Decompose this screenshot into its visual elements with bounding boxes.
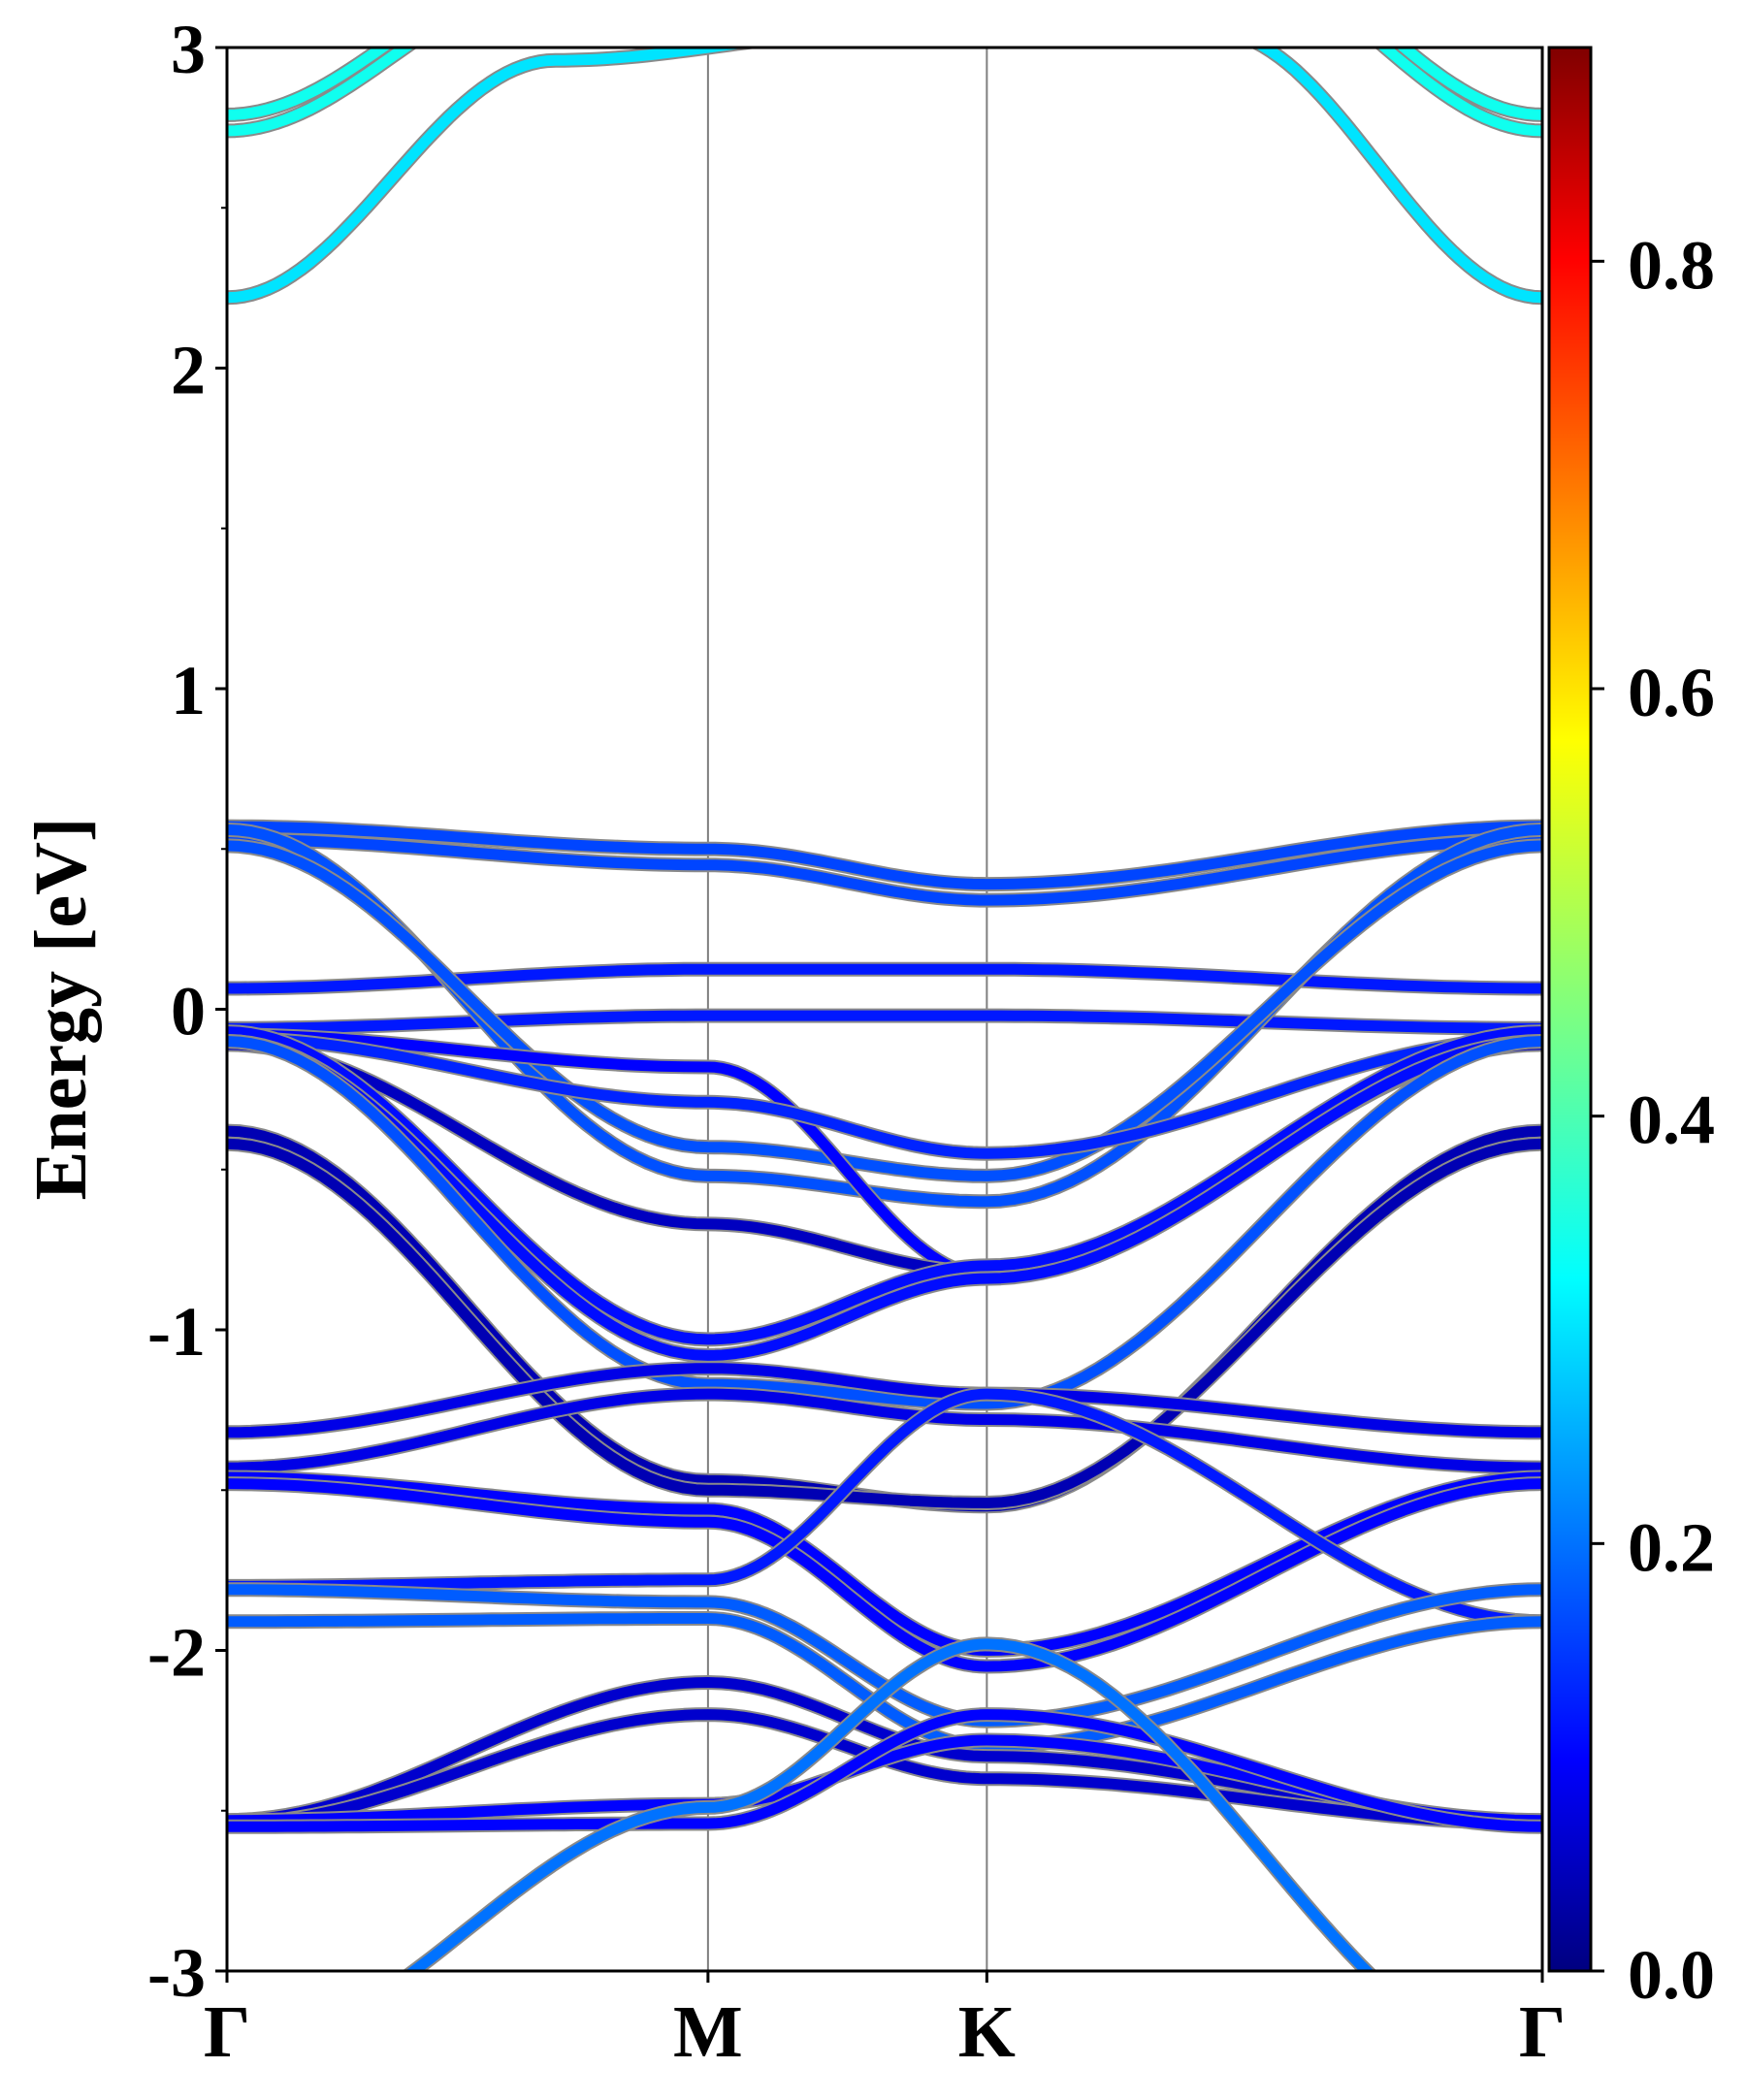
band-line bbox=[227, 1613, 1542, 1753]
kpoint-label: Γ bbox=[1519, 1991, 1566, 2073]
colorbar-gradient bbox=[1547, 46, 1593, 1973]
band-line bbox=[227, 963, 1542, 994]
y-tick-label: -3 bbox=[147, 1934, 206, 2012]
band-line bbox=[227, 1036, 1542, 1409]
kpoint-label: Γ bbox=[204, 1991, 250, 2073]
band-lines bbox=[227, 48, 1542, 1971]
y-tick-label: 3 bbox=[171, 11, 206, 88]
colorbar-tick-label: 0.4 bbox=[1628, 1082, 1715, 1159]
band-line bbox=[227, 1036, 1542, 1361]
y-axis-ticks: 3 2 1 0 -1 -2 -3 bbox=[147, 11, 227, 2012]
y-tick-label: 1 bbox=[171, 652, 206, 729]
band-line bbox=[227, 1584, 1542, 1727]
band-line bbox=[227, 1709, 1542, 1829]
band-line bbox=[227, 1471, 1542, 1656]
band-outline bbox=[227, 48, 1542, 306]
y-tick-label: 2 bbox=[171, 332, 206, 409]
band-line bbox=[227, 1388, 1542, 1628]
band-line bbox=[227, 1026, 1542, 1345]
colorbar-tick-label: 0.6 bbox=[1628, 654, 1715, 731]
band-line bbox=[227, 1478, 1542, 1672]
band-line bbox=[227, 48, 1542, 137]
band-line bbox=[227, 1363, 1542, 1438]
band-line bbox=[227, 1388, 1542, 1473]
y-tick-label: -2 bbox=[147, 1614, 206, 1692]
band-line bbox=[227, 48, 1542, 304]
y-tick-label: -1 bbox=[147, 1293, 206, 1371]
colorbar: 0.0 0.2 0.4 0.6 0.8 bbox=[1547, 46, 1715, 2014]
band-outline bbox=[227, 48, 1542, 139]
band-line bbox=[404, 1638, 1374, 1971]
band-line bbox=[227, 1032, 1542, 1159]
band-outline bbox=[227, 48, 1542, 122]
kpoint-label: M bbox=[673, 1991, 743, 2073]
band-line bbox=[227, 821, 1542, 890]
colorbar-tick-label: 0.0 bbox=[1628, 1936, 1715, 2014]
band-outline bbox=[227, 1476, 1542, 1674]
band-line bbox=[227, 48, 1542, 120]
kpoint-label: K bbox=[958, 1991, 1016, 2073]
band-line bbox=[227, 1709, 1542, 1832]
colorbar-tick-label: 0.2 bbox=[1628, 1508, 1715, 1586]
y-axis-label: Energy [eV] bbox=[20, 818, 102, 1201]
colorbar-tick-label: 0.8 bbox=[1628, 226, 1715, 304]
colorbar-ticks: 0.0 0.2 0.4 0.6 0.8 bbox=[1591, 226, 1715, 2014]
band-line bbox=[227, 833, 1542, 906]
y-tick-label: 0 bbox=[171, 973, 206, 1050]
